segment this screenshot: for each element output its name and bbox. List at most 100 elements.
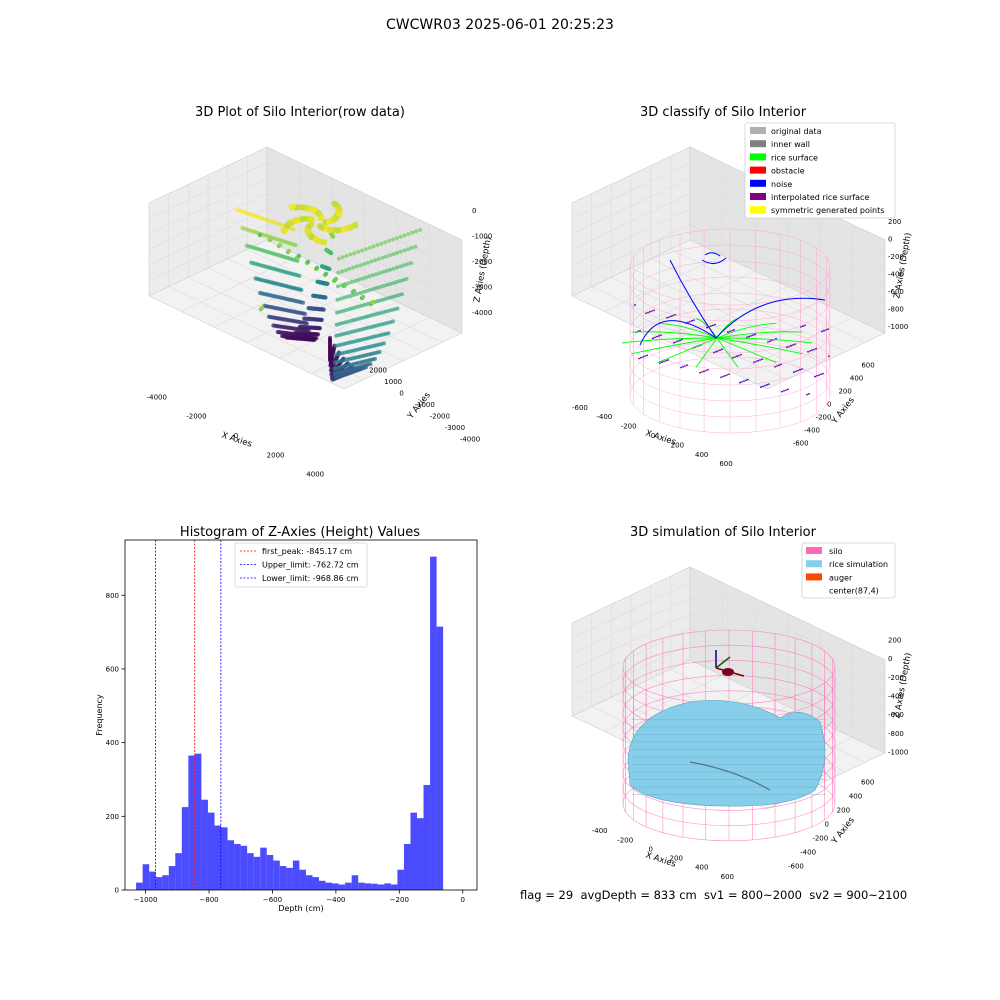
class-point	[809, 350, 811, 352]
y-tick-label: -3000	[445, 424, 465, 432]
data-point	[306, 328, 311, 333]
class-point	[653, 309, 655, 312]
class-point	[713, 351, 715, 354]
class-points	[634, 304, 830, 396]
histogram-bar	[201, 799, 208, 890]
class-point	[813, 348, 815, 351]
class-point	[738, 354, 740, 357]
rice-line	[657, 337, 718, 363]
class-point	[746, 336, 748, 339]
data-point	[356, 277, 361, 282]
data-point	[384, 268, 389, 273]
class-point	[800, 326, 802, 328]
data-point	[335, 310, 340, 315]
y-tick-label: 400	[106, 739, 119, 747]
data-point	[308, 334, 313, 339]
data-point	[305, 259, 311, 265]
class-point	[720, 376, 722, 379]
class-point	[811, 349, 813, 352]
z-tick-label: 200	[888, 218, 901, 226]
data-point	[344, 308, 349, 312]
data-point	[309, 216, 316, 223]
data-point	[327, 227, 334, 234]
data-point	[356, 304, 361, 309]
data-point	[325, 281, 330, 286]
data-point	[321, 307, 326, 312]
histogram-bar	[364, 883, 372, 890]
class-point	[699, 371, 701, 374]
data-point	[350, 306, 355, 311]
data-point	[358, 290, 363, 295]
legend-swatch	[806, 560, 822, 568]
x-tick-label: −1000	[134, 896, 158, 904]
data-point	[375, 243, 380, 247]
data-point	[304, 227, 311, 234]
data-point	[362, 262, 367, 266]
y-tick-label: -200	[816, 414, 832, 422]
class-point	[675, 341, 677, 343]
histogram-bar	[403, 843, 411, 890]
legend-swatch	[750, 193, 766, 200]
legend-simulation: silo rice simulation auger center(87,4)	[801, 542, 896, 599]
auger-marker	[715, 650, 745, 677]
class-point	[741, 380, 743, 383]
class-point	[729, 330, 731, 333]
class-point	[760, 386, 762, 388]
legend-label: inner wall	[771, 140, 810, 149]
data-point	[348, 293, 353, 298]
class-point	[814, 375, 816, 378]
plot-frame	[124, 539, 478, 891]
data-point	[406, 247, 411, 252]
class-point	[679, 339, 681, 342]
legend-swatch	[750, 166, 766, 174]
data-point	[329, 251, 334, 256]
rice-line	[631, 337, 718, 355]
y-tick-label: 0	[399, 390, 403, 398]
class-point	[646, 354, 648, 357]
data-point	[311, 206, 318, 213]
data-point	[398, 234, 403, 239]
class-point	[767, 341, 769, 343]
histogram-bar	[227, 840, 235, 890]
data-point	[402, 248, 407, 253]
data-point	[302, 215, 309, 222]
histogram-bar	[168, 866, 176, 890]
data-point	[299, 287, 304, 292]
y-tick-label: 600	[861, 361, 874, 369]
y-tick-label: 200	[106, 813, 119, 821]
data-point	[356, 249, 361, 254]
class-point	[748, 335, 750, 338]
class-point	[790, 344, 792, 347]
noise-line	[669, 259, 717, 339]
legend-label: silo	[829, 547, 843, 556]
data-point	[336, 284, 340, 289]
class-point	[785, 389, 787, 391]
x-tick-label: 0	[460, 896, 464, 904]
data-point	[328, 358, 332, 363]
x-axis-label: X Axies	[644, 850, 677, 869]
x-tick-label: 200	[671, 441, 684, 449]
histogram-bar	[417, 818, 424, 890]
histogram-bar	[273, 860, 280, 890]
data-point	[335, 227, 342, 234]
class-point	[794, 343, 796, 346]
legend-swatch	[806, 573, 822, 581]
class-point	[714, 323, 716, 326]
plot1-title: 3D Plot of Silo Interior(row data)	[195, 105, 405, 120]
data-point	[359, 303, 364, 308]
class-point	[659, 362, 661, 364]
y-tick-label: 600	[861, 779, 874, 787]
figure-title: CWCWR03 2025-06-01 20:25:23	[386, 17, 614, 33]
data-point	[377, 271, 382, 276]
x-tick-label: 600	[719, 460, 732, 468]
data-point	[336, 256, 341, 261]
histogram-bar	[279, 866, 287, 890]
data-point	[361, 289, 366, 294]
panel-histogram: −1000 −800 −600 −400 −200 0 0 200 400 600 800 Depth…	[95, 539, 478, 913]
data-point	[336, 211, 343, 218]
class-point	[768, 383, 770, 385]
data-point	[318, 215, 325, 222]
histogram-bar	[332, 883, 339, 890]
data-point	[317, 326, 323, 331]
data-point	[342, 282, 348, 288]
